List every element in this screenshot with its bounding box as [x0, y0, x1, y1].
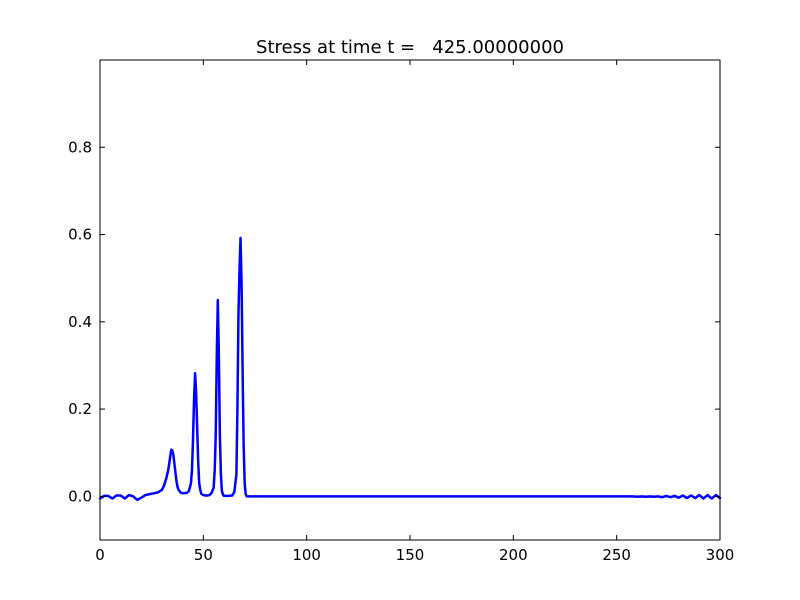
plot-area-frame	[99, 59, 721, 541]
x-tick-label: 0	[95, 546, 105, 564]
y-tick-label: 0.6	[68, 226, 92, 244]
series-layer	[98, 236, 722, 502]
x-tick-label: 100	[292, 546, 321, 564]
y-tick-label: 0.4	[68, 313, 92, 331]
y-tick-label: 0.0	[68, 487, 92, 505]
x-tick-label: 300	[706, 546, 735, 564]
y-tick-label: 0.2	[68, 400, 92, 418]
stress-series-line	[98, 236, 722, 502]
x-tick-label: 200	[499, 546, 528, 564]
y-tick-label: 0.8	[68, 138, 92, 156]
x-tick-label: 50	[194, 546, 213, 564]
chart-title: Stress at time t = 425.00000000	[256, 37, 564, 58]
x-tick-label: 150	[396, 546, 425, 564]
x-tick-label: 250	[602, 546, 631, 564]
